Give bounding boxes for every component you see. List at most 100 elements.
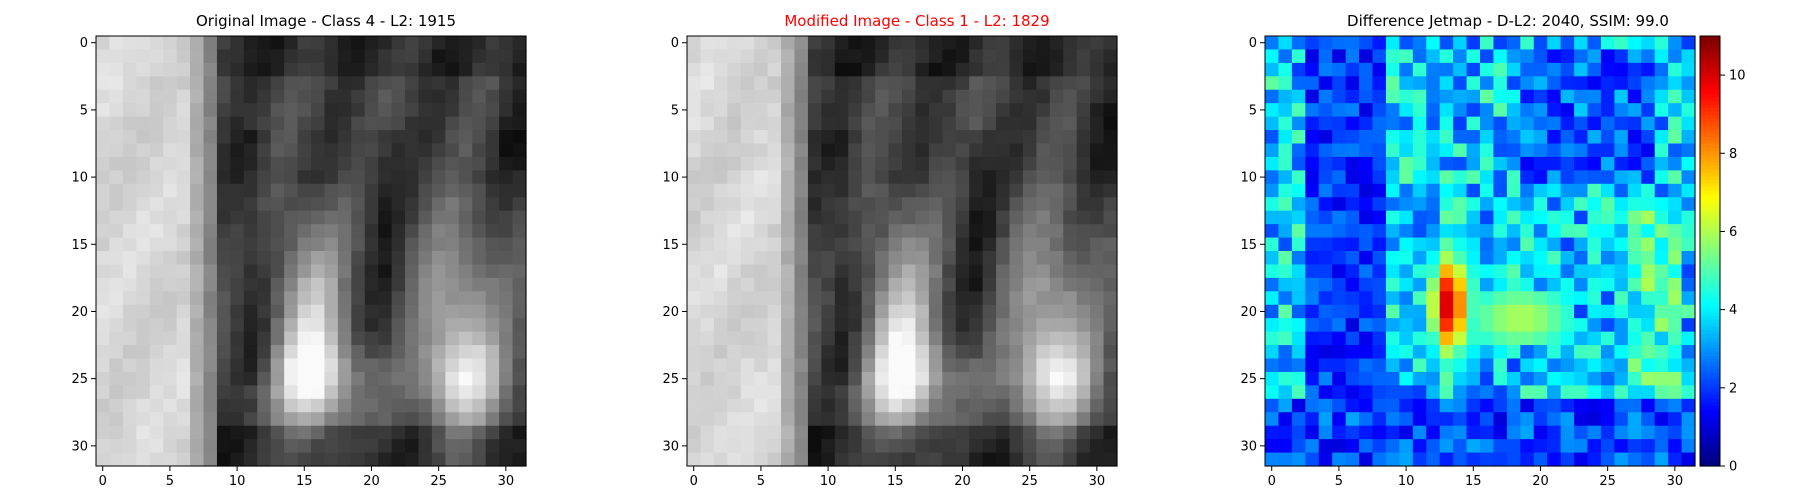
pixel-cell <box>136 345 151 360</box>
pixel-cell <box>243 156 258 171</box>
pixel-cell <box>1103 345 1118 360</box>
pixel-cell <box>915 49 930 64</box>
pixel-cell <box>1668 49 1683 64</box>
pixel-cell <box>512 425 527 440</box>
pixel-cell <box>136 143 151 158</box>
pixel-cell <box>915 385 930 400</box>
pixel-cell <box>1076 358 1091 373</box>
pixel-cell <box>834 197 849 212</box>
pixel-cell <box>1681 412 1696 427</box>
pixel-cell <box>257 183 272 198</box>
pixel-cell <box>861 412 876 427</box>
pixel-cell <box>848 264 863 279</box>
pixel-cell <box>781 116 796 131</box>
pixel-cell <box>1049 452 1064 467</box>
pixel-cell <box>1574 277 1589 292</box>
pixel-cell <box>257 412 272 427</box>
pixel-cell <box>216 76 231 91</box>
pixel-cell <box>1412 439 1427 454</box>
pixel-cell <box>203 103 218 118</box>
pixel-cell <box>1587 49 1602 64</box>
pixel-cell <box>1426 425 1441 440</box>
pixel-cell <box>297 264 312 279</box>
pixel-cell <box>1399 385 1414 400</box>
pixel-cell <box>297 452 312 467</box>
pixel-cell <box>257 143 272 158</box>
pixel-cell <box>1372 36 1387 51</box>
pixel-cell <box>203 385 218 400</box>
pixel-cell <box>1654 143 1669 158</box>
pixel-cell <box>1372 156 1387 171</box>
pixel-cell <box>378 143 393 158</box>
pixel-cell <box>190 103 205 118</box>
pixel-cell <box>794 385 809 400</box>
pixel-cell <box>1668 224 1683 239</box>
pixel-cell <box>1681 251 1696 266</box>
pixel-cell <box>230 412 245 427</box>
pixel-cell <box>1641 130 1656 145</box>
pixel-cell <box>1359 62 1374 77</box>
pixel-cell <box>311 331 326 346</box>
pixel-cell <box>767 76 782 91</box>
pixel-cell <box>875 398 890 413</box>
pixel-cell <box>485 143 500 158</box>
pixel-cell <box>955 385 970 400</box>
pixel-cell <box>969 345 984 360</box>
pixel-cell <box>1359 76 1374 91</box>
pixel-cell <box>458 143 473 158</box>
pixel-cell <box>1641 371 1656 386</box>
pixel-cell <box>230 331 245 346</box>
pixel-cell <box>834 398 849 413</box>
pixel-cell <box>928 183 943 198</box>
pixel-cell <box>405 345 420 360</box>
pixel-cell <box>1345 385 1360 400</box>
pixel-cell <box>136 49 151 64</box>
pixel-cell <box>902 224 917 239</box>
pixel-cell <box>1493 156 1508 171</box>
pixel-cell <box>1520 264 1535 279</box>
pixel-cell <box>1372 277 1387 292</box>
pixel-cell <box>1318 398 1333 413</box>
pixel-cell <box>284 385 299 400</box>
y-tick-label: 20 <box>71 305 88 320</box>
pixel-cell <box>1439 412 1454 427</box>
pixel-cell <box>351 439 366 454</box>
pixel-cell <box>1480 183 1495 198</box>
pixel-cell <box>1641 89 1656 104</box>
pixel-cell <box>955 264 970 279</box>
pixel-cell <box>1385 425 1400 440</box>
pixel-cell <box>928 358 943 373</box>
pixel-cell <box>1574 62 1589 77</box>
pixel-cell <box>203 170 218 185</box>
pixel-cell <box>781 385 796 400</box>
pixel-cell <box>1453 385 1468 400</box>
pixel-cell <box>915 103 930 118</box>
pixel-cell <box>418 224 433 239</box>
pixel-cell <box>861 49 876 64</box>
pixel-cell <box>1278 385 1293 400</box>
pixel-cell <box>512 304 527 319</box>
pixel-cell <box>1385 345 1400 360</box>
pixel-cell <box>1291 36 1306 51</box>
pixel-cell <box>1009 156 1024 171</box>
colorbar-segment <box>1700 61 1720 66</box>
pixel-cell <box>109 143 124 158</box>
colorbar-segment <box>1700 82 1720 87</box>
pixel-cell <box>337 304 352 319</box>
pixel-cell <box>687 291 702 306</box>
pixel-cell <box>136 412 151 427</box>
pixel-cell <box>1439 197 1454 212</box>
pixel-cell <box>337 251 352 266</box>
pixel-cell <box>1439 210 1454 225</box>
pixel-cell <box>324 331 339 346</box>
pixel-cell <box>969 331 984 346</box>
pixel-cell <box>136 76 151 91</box>
pixel-cell <box>284 358 299 373</box>
pixel-cell <box>1574 304 1589 319</box>
pixel-cell <box>888 62 903 77</box>
pixel-cell <box>418 425 433 440</box>
pixel-cell <box>378 345 393 360</box>
colorbar-tick-label: 0 <box>1729 460 1737 475</box>
pixel-cell <box>230 291 245 306</box>
pixel-cell <box>727 210 742 225</box>
